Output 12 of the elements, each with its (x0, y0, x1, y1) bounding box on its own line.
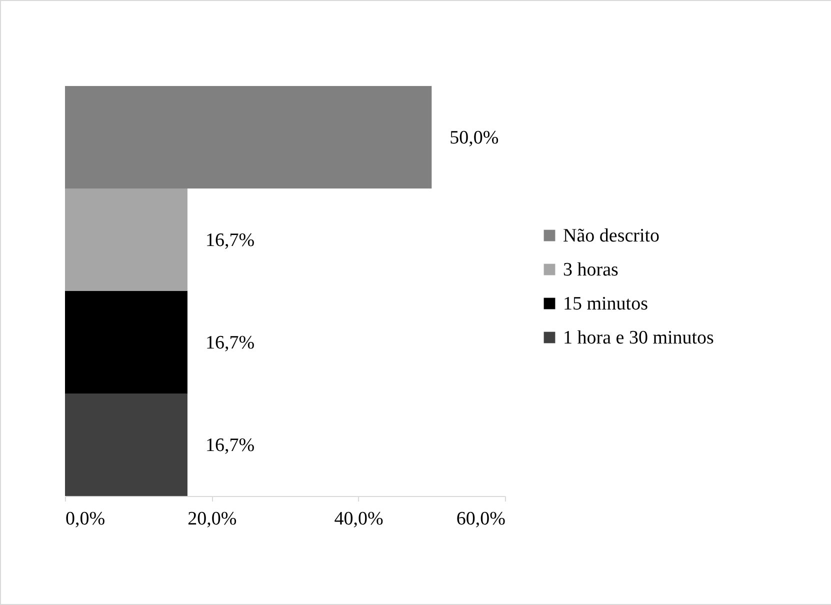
x-tick-label: 60,0% (456, 508, 506, 530)
legend-label: 3 horas (563, 260, 618, 280)
data-label: 16,7% (205, 332, 255, 354)
legend-label: 1 hora e 30 minutos (563, 328, 714, 348)
x-tick-label: 20,0% (188, 508, 237, 530)
x-tick-label: 0,0% (66, 508, 106, 530)
x-tick-label: 40,0% (334, 508, 384, 530)
legend-label: 15 minutos (563, 294, 648, 314)
data-label: 50,0% (450, 127, 499, 148)
data-label: 16,7% (205, 434, 255, 456)
legend-label: Não descrito (563, 226, 660, 246)
data-label: 16,7% (205, 230, 255, 251)
